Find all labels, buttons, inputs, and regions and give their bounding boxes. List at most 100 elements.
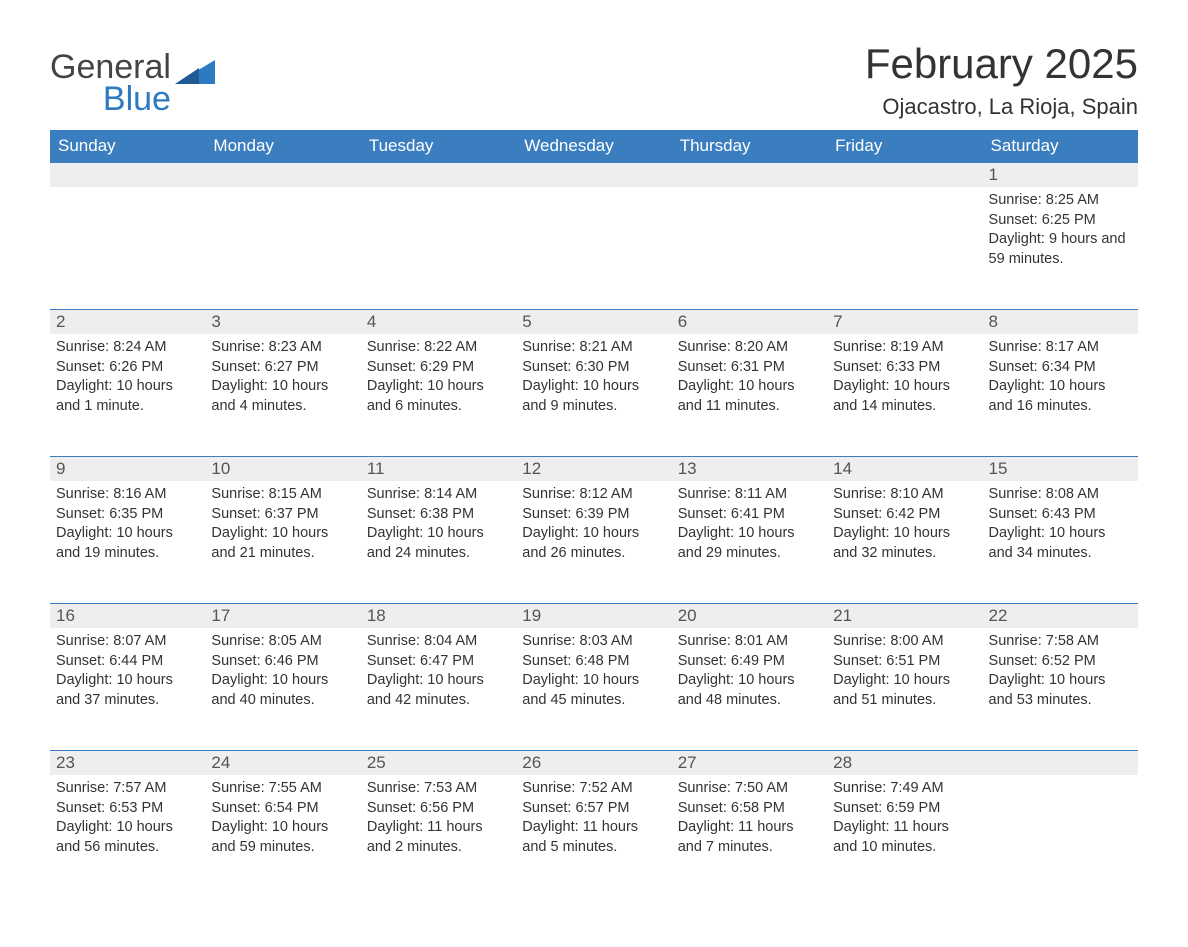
daylight-text: Daylight: 10 hours and 56 minutes. bbox=[56, 818, 199, 857]
sunset-text: Sunset: 6:25 PM bbox=[989, 211, 1132, 231]
day-number: 23 bbox=[50, 751, 205, 776]
day-cell: Sunrise: 8:04 AMSunset: 6:47 PMDaylight:… bbox=[361, 628, 516, 751]
day-cell: Sunrise: 8:10 AMSunset: 6:42 PMDaylight:… bbox=[827, 481, 982, 604]
calendar-table: SundayMondayTuesdayWednesdayThursdayFrid… bbox=[50, 130, 1138, 897]
day-number: 8 bbox=[983, 310, 1138, 335]
daylight-text: Daylight: 10 hours and 19 minutes. bbox=[56, 524, 199, 563]
daylight-text: Daylight: 10 hours and 9 minutes. bbox=[522, 377, 665, 416]
sunrise-text: Sunrise: 8:17 AM bbox=[989, 338, 1132, 358]
sunset-text: Sunset: 6:44 PM bbox=[56, 652, 199, 672]
empty-day-number bbox=[672, 163, 827, 188]
sunset-text: Sunset: 6:42 PM bbox=[833, 505, 976, 525]
sunset-text: Sunset: 6:48 PM bbox=[522, 652, 665, 672]
sunset-text: Sunset: 6:35 PM bbox=[56, 505, 199, 525]
sunrise-text: Sunrise: 7:58 AM bbox=[989, 632, 1132, 652]
empty-day-number bbox=[827, 163, 982, 188]
empty-day-number bbox=[983, 751, 1138, 776]
daylight-text: Daylight: 10 hours and 26 minutes. bbox=[522, 524, 665, 563]
sunrise-text: Sunrise: 8:16 AM bbox=[56, 485, 199, 505]
day-cell bbox=[672, 187, 827, 310]
sunrise-text: Sunrise: 8:01 AM bbox=[678, 632, 821, 652]
day-number: 3 bbox=[205, 310, 360, 335]
day-cell: Sunrise: 7:55 AMSunset: 6:54 PMDaylight:… bbox=[205, 775, 360, 897]
sunset-text: Sunset: 6:39 PM bbox=[522, 505, 665, 525]
day-number: 28 bbox=[827, 751, 982, 776]
day-cell: Sunrise: 8:20 AMSunset: 6:31 PMDaylight:… bbox=[672, 334, 827, 457]
sunset-text: Sunset: 6:37 PM bbox=[211, 505, 354, 525]
day-cell: Sunrise: 8:11 AMSunset: 6:41 PMDaylight:… bbox=[672, 481, 827, 604]
sunrise-text: Sunrise: 8:14 AM bbox=[367, 485, 510, 505]
day-number: 13 bbox=[672, 457, 827, 482]
day-cell: Sunrise: 7:52 AMSunset: 6:57 PMDaylight:… bbox=[516, 775, 671, 897]
sunset-text: Sunset: 6:26 PM bbox=[56, 358, 199, 378]
day-number: 27 bbox=[672, 751, 827, 776]
daylight-text: Daylight: 10 hours and 37 minutes. bbox=[56, 671, 199, 710]
day-number: 7 bbox=[827, 310, 982, 335]
daylight-text: Daylight: 10 hours and 51 minutes. bbox=[833, 671, 976, 710]
brand-text: General Blue bbox=[50, 50, 171, 116]
empty-day-number bbox=[361, 163, 516, 188]
sunset-text: Sunset: 6:51 PM bbox=[833, 652, 976, 672]
day-cell: Sunrise: 8:08 AMSunset: 6:43 PMDaylight:… bbox=[983, 481, 1138, 604]
brand-line2: Blue bbox=[50, 82, 171, 116]
day-number: 16 bbox=[50, 604, 205, 629]
weekday-header: Sunday bbox=[50, 130, 205, 163]
day-number: 6 bbox=[672, 310, 827, 335]
sunrise-text: Sunrise: 7:49 AM bbox=[833, 779, 976, 799]
sunrise-text: Sunrise: 7:52 AM bbox=[522, 779, 665, 799]
daylight-text: Daylight: 10 hours and 40 minutes. bbox=[211, 671, 354, 710]
day-cell: Sunrise: 7:57 AMSunset: 6:53 PMDaylight:… bbox=[50, 775, 205, 897]
sunrise-text: Sunrise: 8:25 AM bbox=[989, 191, 1132, 211]
sunset-text: Sunset: 6:31 PM bbox=[678, 358, 821, 378]
day-cell: Sunrise: 8:03 AMSunset: 6:48 PMDaylight:… bbox=[516, 628, 671, 751]
sunset-text: Sunset: 6:57 PM bbox=[522, 799, 665, 819]
sunrise-text: Sunrise: 8:03 AM bbox=[522, 632, 665, 652]
sunrise-text: Sunrise: 8:10 AM bbox=[833, 485, 976, 505]
daylight-text: Daylight: 10 hours and 6 minutes. bbox=[367, 377, 510, 416]
sunrise-text: Sunrise: 8:04 AM bbox=[367, 632, 510, 652]
day-cell bbox=[983, 775, 1138, 897]
sunrise-text: Sunrise: 7:50 AM bbox=[678, 779, 821, 799]
sunset-text: Sunset: 6:30 PM bbox=[522, 358, 665, 378]
empty-day-number bbox=[516, 163, 671, 188]
day-number: 2 bbox=[50, 310, 205, 335]
day-cell: Sunrise: 7:53 AMSunset: 6:56 PMDaylight:… bbox=[361, 775, 516, 897]
sunset-text: Sunset: 6:33 PM bbox=[833, 358, 976, 378]
title-block: February 2025 Ojacastro, La Rioja, Spain bbox=[865, 40, 1138, 130]
day-cell bbox=[516, 187, 671, 310]
sunset-text: Sunset: 6:43 PM bbox=[989, 505, 1132, 525]
sunset-text: Sunset: 6:53 PM bbox=[56, 799, 199, 819]
sunrise-text: Sunrise: 8:23 AM bbox=[211, 338, 354, 358]
day-cell: Sunrise: 8:25 AMSunset: 6:25 PMDaylight:… bbox=[983, 187, 1138, 310]
daylight-text: Daylight: 10 hours and 34 minutes. bbox=[989, 524, 1132, 563]
daylight-text: Daylight: 10 hours and 59 minutes. bbox=[211, 818, 354, 857]
sunset-text: Sunset: 6:49 PM bbox=[678, 652, 821, 672]
daylight-text: Daylight: 10 hours and 1 minute. bbox=[56, 377, 199, 416]
daylight-text: Daylight: 10 hours and 45 minutes. bbox=[522, 671, 665, 710]
daylight-text: Daylight: 9 hours and 59 minutes. bbox=[989, 230, 1132, 269]
day-number: 21 bbox=[827, 604, 982, 629]
day-cell: Sunrise: 8:00 AMSunset: 6:51 PMDaylight:… bbox=[827, 628, 982, 751]
daylight-text: Daylight: 11 hours and 2 minutes. bbox=[367, 818, 510, 857]
sunrise-text: Sunrise: 8:05 AM bbox=[211, 632, 354, 652]
sunset-text: Sunset: 6:59 PM bbox=[833, 799, 976, 819]
weekday-header: Thursday bbox=[672, 130, 827, 163]
weekday-header: Friday bbox=[827, 130, 982, 163]
day-cell: Sunrise: 8:05 AMSunset: 6:46 PMDaylight:… bbox=[205, 628, 360, 751]
sunrise-text: Sunrise: 8:08 AM bbox=[989, 485, 1132, 505]
sunrise-text: Sunrise: 8:15 AM bbox=[211, 485, 354, 505]
sunset-text: Sunset: 6:56 PM bbox=[367, 799, 510, 819]
day-cell bbox=[205, 187, 360, 310]
day-number: 24 bbox=[205, 751, 360, 776]
weekday-header: Saturday bbox=[983, 130, 1138, 163]
month-title: February 2025 bbox=[865, 40, 1138, 88]
sunrise-text: Sunrise: 7:53 AM bbox=[367, 779, 510, 799]
day-number: 1 bbox=[983, 163, 1138, 188]
sunset-text: Sunset: 6:47 PM bbox=[367, 652, 510, 672]
day-cell: Sunrise: 8:14 AMSunset: 6:38 PMDaylight:… bbox=[361, 481, 516, 604]
day-cell bbox=[827, 187, 982, 310]
daylight-text: Daylight: 10 hours and 48 minutes. bbox=[678, 671, 821, 710]
weekday-header: Tuesday bbox=[361, 130, 516, 163]
sunset-text: Sunset: 6:29 PM bbox=[367, 358, 510, 378]
daylight-text: Daylight: 10 hours and 14 minutes. bbox=[833, 377, 976, 416]
